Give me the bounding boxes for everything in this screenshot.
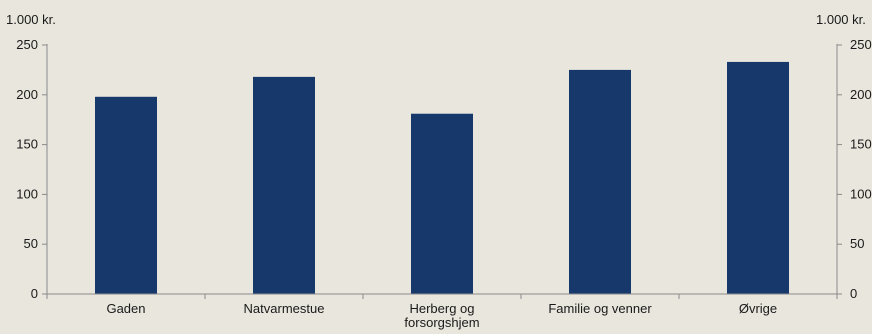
bar <box>253 76 315 294</box>
category-label: Gaden <box>106 301 145 316</box>
left-tick-label: 150 <box>16 137 38 152</box>
right-tick-label: 200 <box>850 87 872 102</box>
bar <box>569 69 631 295</box>
bar <box>727 61 789 294</box>
right-axis-ticks: 0 50 100 150 200 250 <box>837 37 872 301</box>
right-tick-label: 150 <box>850 137 872 152</box>
bar <box>95 96 157 295</box>
right-tick-label: 50 <box>850 236 864 251</box>
left-tick-label: 100 <box>16 186 38 201</box>
bars <box>95 61 789 295</box>
left-axis-ticks: 0 50 100 150 200 250 <box>16 37 47 301</box>
right-tick-label: 250 <box>850 37 872 52</box>
left-tick-label: 200 <box>16 87 38 102</box>
left-tick-label: 50 <box>24 236 38 251</box>
left-tick-label: 250 <box>16 37 38 52</box>
right-tick-label: 0 <box>850 286 857 301</box>
category-label: Herberg og forsorgshjem <box>404 301 479 330</box>
right-tick-label: 100 <box>850 186 872 201</box>
category-label: Natvarmestue <box>244 301 325 316</box>
left-axis-unit-label: 1.000 kr. <box>6 12 56 27</box>
category-labels: Gaden Natvarmestue Herberg og forsorgshjem F… <box>106 301 777 330</box>
category-label: Øvrige <box>739 301 777 316</box>
x-axis <box>46 44 838 299</box>
left-tick-label: 0 <box>31 286 38 301</box>
right-axis-unit-label: 1.000 kr. <box>816 12 866 27</box>
category-label: Familie og venner <box>548 301 652 316</box>
bar <box>411 113 473 294</box>
